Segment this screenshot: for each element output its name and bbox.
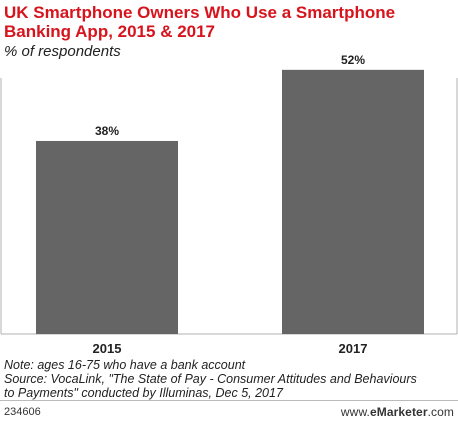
- bar-chart: 38% 2015 52% 2017: [0, 53, 458, 356]
- chart-id: 234606: [4, 406, 41, 418]
- chart-title: UK Smartphone Owners Who Use a Smartphon…: [4, 3, 396, 41]
- data-label-2017: 52%: [341, 53, 365, 67]
- bars: 38% 2015 52% 2017: [36, 53, 424, 356]
- chart-subtitle: % of respondents: [4, 43, 121, 60]
- footer-divider: [0, 400, 458, 401]
- chart-notes: Note: ages 16-75 who have a bank account…: [4, 358, 454, 400]
- source-line: Source: VocaLink, "The State of Pay - Co…: [4, 372, 417, 386]
- brand-prefix: www.: [340, 405, 370, 419]
- note-line: Note: ages 16-75 who have a bank account: [4, 358, 246, 372]
- source-line-continued: to Payments" conducted by Illuminas, Dec…: [4, 386, 283, 400]
- brand-suffix: .com: [427, 405, 454, 419]
- x-tick-label-2017: 2017: [339, 341, 368, 356]
- bar-2015: [36, 140, 178, 334]
- data-label-2015: 38%: [95, 124, 119, 138]
- brand-name: eMarketer: [369, 405, 428, 419]
- x-tick-label-2015: 2015: [93, 341, 122, 356]
- brand-link[interactable]: www.eMarketer.com: [341, 405, 454, 419]
- bar-2017: [282, 69, 424, 334]
